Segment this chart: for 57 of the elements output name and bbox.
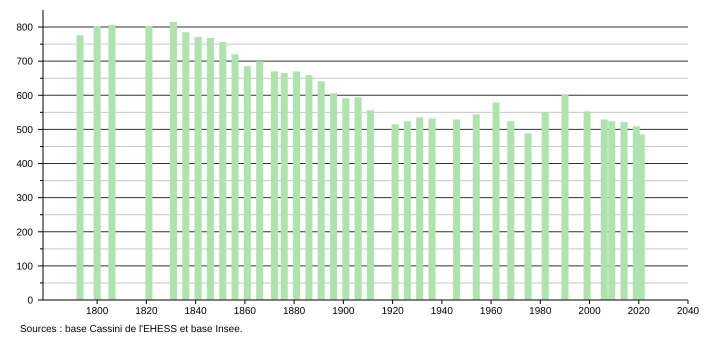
source-note: Sources : base Cassini de l'EHESS et base Insee. — [20, 324, 243, 335]
y-tick-label: 600 — [16, 90, 34, 102]
bar — [244, 66, 251, 300]
bar — [305, 75, 312, 300]
y-tick-label: 800 — [16, 22, 34, 34]
bar — [453, 120, 460, 300]
bar — [354, 97, 362, 300]
x-tick-label: 1900 — [332, 306, 355, 317]
bar — [256, 61, 264, 300]
y-tick-label: 400 — [16, 159, 34, 170]
bar — [318, 81, 325, 300]
x-tick-label: 1980 — [529, 306, 552, 317]
x-tick-label: 1880 — [282, 306, 306, 317]
bar — [472, 114, 480, 300]
y-tick-label: 700 — [16, 56, 34, 68]
x-tick-label: 1940 — [430, 306, 454, 317]
bar — [416, 117, 424, 300]
bar — [330, 93, 337, 300]
y-tick-label: 500 — [16, 124, 34, 136]
bar — [108, 25, 116, 300]
bar — [342, 98, 350, 300]
bar — [561, 94, 568, 300]
bar — [182, 32, 190, 300]
x-tick-label: 2040 — [676, 306, 700, 317]
x-tick-label: 2000 — [578, 306, 602, 317]
bar — [428, 118, 436, 300]
bar — [145, 26, 152, 300]
bar — [524, 134, 532, 300]
y-tick-label: 200 — [16, 227, 34, 238]
bar — [620, 122, 628, 300]
x-tick-label: 1840 — [184, 306, 208, 317]
bar — [280, 73, 288, 300]
bar — [392, 124, 399, 300]
x-tick-label: 1860 — [234, 306, 256, 317]
x-tick-label: 1820 — [135, 306, 158, 317]
bar — [404, 121, 411, 300]
bar — [270, 71, 278, 300]
x-tick-label: 2020 — [628, 306, 650, 317]
bar — [94, 26, 101, 300]
bar — [542, 112, 549, 300]
bar — [206, 38, 214, 300]
y-tick-label: 0 — [27, 296, 34, 306]
x-tick-label: 1920 — [381, 306, 404, 317]
bar — [76, 35, 84, 300]
x-tick-label: 1960 — [480, 306, 503, 317]
bar — [194, 36, 202, 300]
bar — [219, 42, 226, 300]
bar — [584, 111, 591, 300]
bar — [366, 110, 374, 300]
y-tick-label: 100 — [16, 261, 34, 272]
bar — [293, 71, 300, 300]
bar — [170, 22, 177, 300]
y-tick-label: 300 — [16, 193, 34, 204]
bar — [232, 54, 239, 300]
x-tick-label: 1800 — [86, 306, 109, 317]
bar — [492, 102, 500, 300]
bar — [507, 121, 514, 300]
